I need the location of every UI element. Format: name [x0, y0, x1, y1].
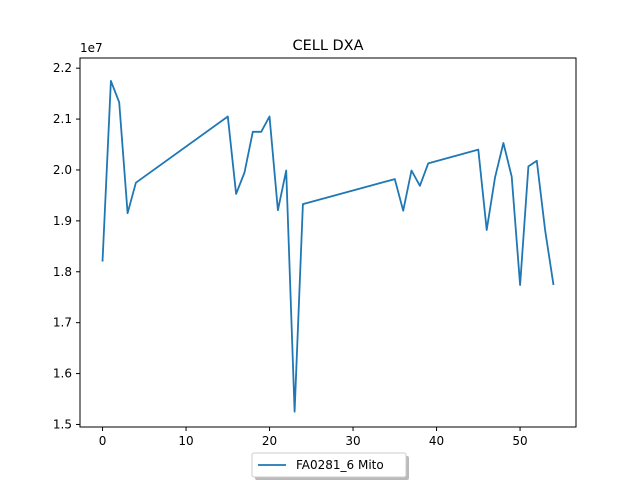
y-tick-label: 2.0	[53, 163, 72, 177]
y-tick-label: 1.7	[53, 316, 72, 330]
x-tick-label: 30	[345, 434, 360, 448]
legend-box	[251, 452, 407, 478]
y-tick-label: 1.5	[53, 417, 72, 431]
y-tick-label: 1.8	[53, 265, 72, 279]
x-tick-label: 10	[178, 434, 193, 448]
x-tick-label: 0	[99, 434, 107, 448]
x-tick-label: 50	[512, 434, 527, 448]
axes: 0 10 20 30 40 50 1.5 1.6 1.7 1.8 1.9 2.0 2.1 2.2	[53, 57, 577, 448]
legend: FA0281_6 Mito	[251, 452, 409, 480]
y-axis-offset-label: 1e7	[80, 41, 103, 55]
chart-title: CELL DXA	[292, 38, 363, 54]
y-tick-label: 2.2	[53, 61, 72, 75]
y-tick-label: 2.1	[53, 112, 72, 126]
series-line	[101, 80, 555, 413]
plot-frame	[79, 57, 577, 428]
y-tick-label: 1.9	[53, 214, 72, 228]
x-tick-label: 40	[429, 434, 444, 448]
series-layer	[101, 80, 555, 413]
legend-label: FA0281_6 Mito	[296, 458, 384, 472]
x-tick-label: 20	[262, 434, 277, 448]
y-tick-label: 1.6	[53, 367, 72, 381]
